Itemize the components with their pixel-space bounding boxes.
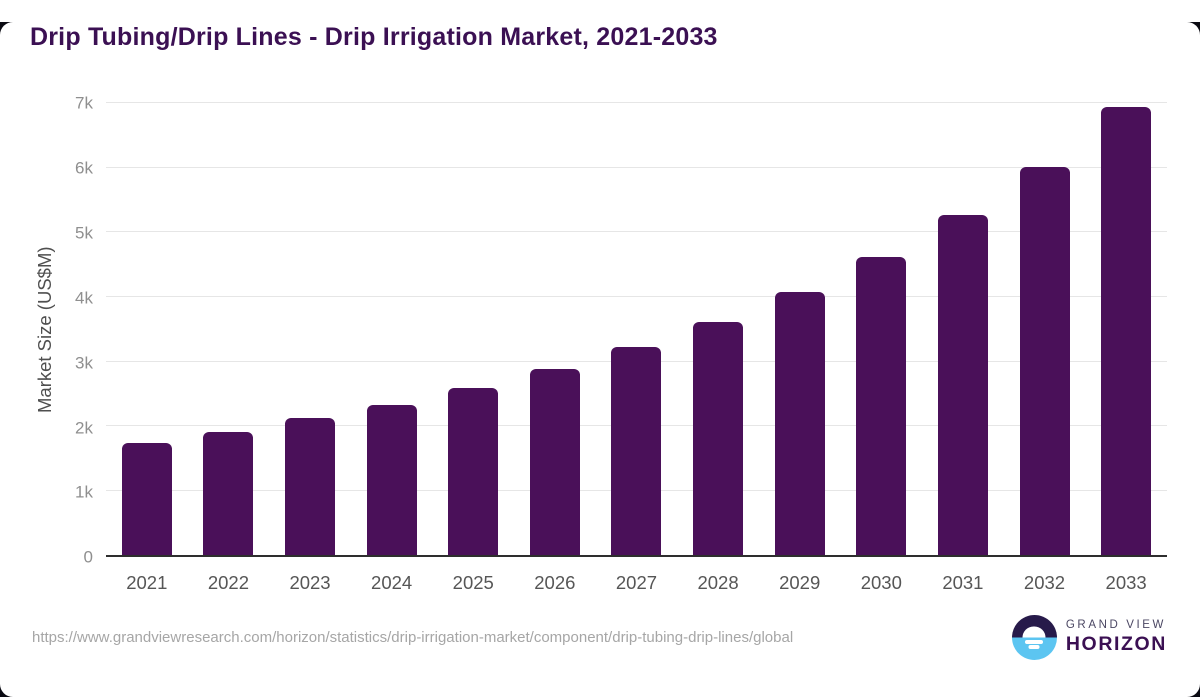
horizon-sunrise-logo-icon (1011, 615, 1057, 661)
bar-2024[interactable] (366, 404, 417, 556)
bar-2027[interactable] (611, 347, 662, 556)
x-tick-label: 2029 (779, 572, 821, 594)
bar-slot (269, 103, 351, 556)
bar-2028[interactable] (693, 322, 744, 556)
bar-slot (1004, 103, 1086, 556)
bar-slot (514, 103, 596, 556)
bar-2026[interactable] (529, 369, 580, 556)
bar-2022[interactable] (203, 431, 254, 556)
bar-2033[interactable] (1101, 107, 1152, 556)
y-tick-label: 4k (75, 288, 93, 308)
logo-brand-top: GRAND VIEW (1065, 619, 1166, 632)
y-axis-tick-labels: 0 1k 2k 3k 4k 5k 6k 7k (60, 95, 106, 566)
bar-slot (432, 103, 514, 556)
bar-slot (759, 103, 841, 556)
x-tick-label: 2024 (371, 572, 413, 594)
bar-chart: Market Size (US$M) 0 1k 2k 3k 4k 5k 6k 7k 2021 2… (30, 95, 1167, 595)
gridline (106, 295, 1167, 297)
bar-2031[interactable] (937, 214, 988, 556)
x-tick-label: 2028 (697, 572, 739, 594)
screenshot-corner-artifact (1187, 22, 1200, 35)
x-tick-label: 2031 (942, 572, 984, 594)
x-tick-label: 2026 (534, 572, 576, 594)
logo-brand-bottom: HORIZON (1065, 633, 1167, 656)
y-tick-label: 3k (75, 353, 93, 373)
bar-2032[interactable] (1019, 166, 1070, 556)
logo-reflection-line (1028, 644, 1040, 649)
x-tick-label: 2025 (452, 572, 494, 594)
bar-slot (351, 103, 433, 556)
bar-2025[interactable] (448, 388, 499, 556)
plot-area (106, 102, 1167, 558)
y-tick-label: 5k (75, 223, 93, 243)
x-tick-label: 2032 (1023, 572, 1066, 594)
logo-reflection-line (1025, 640, 1044, 645)
x-tick-label: 2027 (615, 572, 658, 594)
bar-slot (840, 103, 922, 556)
y-tick-label: 2k (75, 418, 93, 438)
bar-slot (922, 103, 1004, 556)
bar-slot (106, 103, 188, 556)
y-tick-label: 1k (75, 482, 93, 502)
screenshot-corner-artifact (0, 22, 13, 35)
x-tick-label: 2023 (289, 572, 331, 594)
screenshot-corner-artifact (0, 684, 13, 697)
bar-2023[interactable] (285, 418, 336, 556)
gridline (106, 102, 1167, 104)
bar-slot (596, 103, 678, 556)
chart-title: Drip Tubing/Drip Lines - Drip Irrigation… (30, 23, 718, 51)
logo-wordmark: GRAND VIEW HORIZON (1066, 619, 1167, 656)
footer: https://www.grandviewresearch.com/horizo… (32, 615, 1167, 661)
x-tick-label: 2030 (860, 572, 902, 594)
gridline (106, 166, 1167, 168)
grand-view-horizon-logo: GRAND VIEW HORIZON (1011, 615, 1167, 661)
bar-2030[interactable] (856, 256, 907, 556)
y-tick-label: 6k (75, 158, 93, 178)
screenshot-corner-artifact (1187, 684, 1200, 697)
gridline (106, 231, 1167, 233)
x-tick-label: 2022 (207, 572, 249, 594)
y-axis-title: Market Size (US$M) (34, 246, 55, 414)
source-url: https://www.grandviewresearch.com/horizo… (32, 629, 794, 647)
bars-layer (106, 103, 1167, 556)
x-axis-tick-labels: 2021 2022 2023 2024 2025 2026 2027 2028 2029 2030… (106, 557, 1167, 595)
bar-slot (188, 103, 270, 556)
x-tick-label: 2021 (126, 572, 168, 594)
bar-2029[interactable] (774, 291, 825, 556)
x-tick-label: 2033 (1105, 572, 1147, 594)
bar-slot (1085, 103, 1167, 556)
logo-sun-shape (1022, 626, 1046, 638)
y-tick-label: 0 (83, 547, 93, 567)
bar-slot (677, 103, 759, 556)
bar-2021[interactable] (121, 442, 172, 556)
y-tick-label: 7k (75, 93, 93, 113)
